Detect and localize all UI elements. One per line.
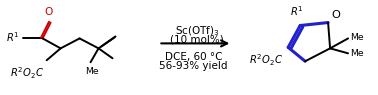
Text: DCE, 60 °C: DCE, 60 °C: [164, 52, 222, 62]
Text: $R^1$: $R^1$: [6, 30, 20, 44]
Text: 56-93% yield: 56-93% yield: [159, 61, 228, 71]
Text: (10 mol%): (10 mol%): [170, 34, 224, 44]
Text: Me: Me: [350, 49, 364, 58]
Text: Me: Me: [85, 67, 98, 76]
Text: O: O: [45, 7, 53, 17]
Text: O: O: [331, 10, 340, 20]
Text: $R^2O_2C$: $R^2O_2C$: [9, 65, 43, 81]
Text: Sc(OTf)$_3$: Sc(OTf)$_3$: [175, 25, 220, 38]
Text: $R^2O_2C$: $R^2O_2C$: [249, 52, 283, 68]
Text: $R^1$: $R^1$: [290, 4, 304, 18]
Text: Me: Me: [350, 33, 364, 42]
